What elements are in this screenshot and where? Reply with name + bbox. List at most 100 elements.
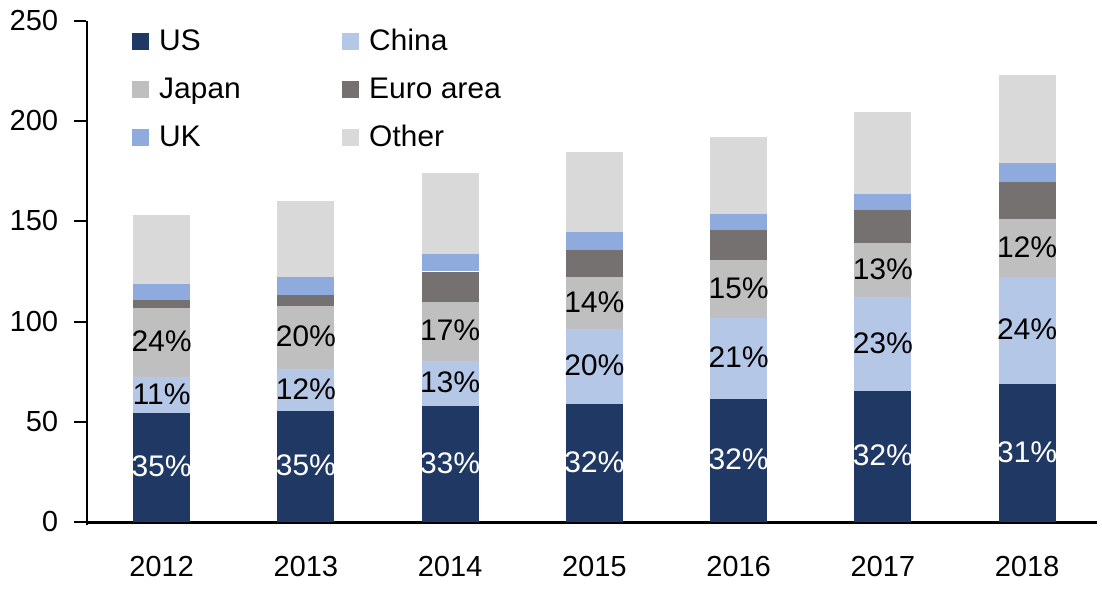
legend-swatch-icon: [132, 80, 149, 98]
bar-segment-label: 21%: [708, 341, 769, 375]
bar-segment-us: [421, 405, 479, 522]
x-axis-category-label: 2013: [273, 551, 338, 583]
bar-segment-other: [565, 152, 623, 233]
bar-segment-china: [565, 328, 623, 404]
y-axis-tick-label: 250: [9, 5, 58, 37]
x-axis-category-label: 2015: [561, 551, 627, 583]
bar-segment-label: 17%: [419, 314, 481, 348]
bar-segment-china: [710, 317, 767, 399]
bar-segment-label: 32%: [564, 445, 625, 479]
legend-label: UK: [159, 120, 201, 153]
bar-segment-label: 35%: [131, 450, 192, 484]
x-axis-category-label: 2014: [417, 551, 483, 583]
bar-segment-japan: [710, 260, 767, 318]
bar-segment-euro-area: [854, 210, 912, 244]
y-axis-tick: [74, 220, 86, 223]
legend-item-china: China: [342, 25, 447, 57]
bar-segment-uk: [565, 232, 623, 251]
bar-segment-label: 12%: [996, 230, 1058, 264]
x-axis-baseline: [86, 521, 1097, 524]
y-axis-tick: [74, 120, 86, 123]
bar-segment-japan: [998, 219, 1056, 277]
bar-segment-japan: [854, 243, 912, 297]
legend-swatch-icon: [342, 32, 359, 50]
legend-item-other: Other: [342, 121, 444, 153]
legend-label: Other: [369, 120, 445, 153]
bar-segment-japan: [421, 301, 479, 361]
legend-swatch-icon: [342, 128, 359, 146]
legend-swatch-icon: [132, 128, 149, 146]
bar-segment-euro-area: [277, 294, 335, 306]
bar-segment-uk: [854, 194, 912, 211]
bar-segment-us: [277, 410, 335, 522]
bar-segment-uk: [133, 283, 190, 300]
bar-segment-label: 31%: [996, 435, 1058, 469]
y-axis-tick: [74, 320, 86, 323]
bar-segment-china: [133, 376, 190, 413]
legend-item-uk: UK: [132, 121, 201, 153]
bar-segment-other: [277, 201, 335, 277]
bar-segment-label: 14%: [564, 285, 625, 319]
bar-segment-china: [421, 360, 479, 406]
bar-segment-japan: [133, 307, 190, 377]
x-axis-category-label: 2018: [994, 551, 1060, 583]
legend-item-japan: Japan: [132, 73, 241, 105]
legend-label: China: [369, 24, 448, 57]
bar-segment-china: [277, 368, 335, 411]
y-axis-tick: [74, 20, 86, 22]
y-axis-tick-label: 100: [9, 305, 58, 338]
bar-segment-uk: [421, 254, 479, 272]
y-axis-tick: [74, 420, 86, 423]
y-axis-tick: [74, 521, 86, 523]
bar-segment-other: [998, 75, 1056, 164]
legend-label: US: [159, 24, 201, 57]
bar-segment-label: 20%: [564, 349, 625, 383]
legend-item-euro-area: Euro area: [342, 73, 501, 105]
bar-segment-us: [133, 412, 190, 522]
bar-segment-other: [710, 137, 767, 215]
bar-segment-label: 12%: [275, 372, 336, 406]
x-axis-category-label: 2012: [129, 551, 194, 583]
y-axis-tick-label: 0: [41, 506, 58, 538]
bar-segment-other: [854, 112, 912, 195]
bar-segment-label: 32%: [708, 443, 769, 477]
bar-segment-euro-area: [133, 299, 190, 308]
legend-label: Euro area: [369, 72, 501, 105]
bar-segment-euro-area: [421, 271, 479, 302]
bar-segment-label: 32%: [852, 439, 913, 473]
bar-segment-euro-area: [998, 182, 1056, 220]
bar-segment-label: 11%: [132, 377, 191, 411]
bar-segment-euro-area: [565, 250, 623, 277]
bar-segment-us: [854, 390, 912, 522]
bar-segment-japan: [565, 276, 623, 329]
bar-segment-uk: [710, 214, 767, 231]
bar-segment-us: [565, 403, 623, 522]
bar-segment-label: 13%: [419, 366, 481, 400]
y-axis-tick-label: 50: [25, 405, 58, 438]
bar-segment-label: 24%: [131, 325, 192, 359]
bar-segment-label: 15%: [708, 272, 769, 306]
bar-segment-label: 33%: [419, 446, 481, 480]
y-axis-tick-label: 200: [9, 105, 58, 138]
bar-segment-japan: [277, 305, 335, 369]
bar-segment-label: 35%: [275, 449, 336, 483]
bar-segment-us: [710, 398, 767, 522]
bar-segment-us: [998, 383, 1056, 522]
y-axis-tick-label: 150: [9, 205, 58, 238]
y-axis-line: [86, 21, 88, 525]
bar-segment-label: 23%: [852, 326, 913, 360]
x-axis-category-label: 2016: [706, 551, 771, 583]
legend-label: Japan: [159, 72, 241, 105]
bar-segment-uk: [277, 276, 335, 295]
bar-segment-label: 13%: [852, 252, 913, 286]
bar-segment-uk: [998, 163, 1056, 183]
bar-segment-china: [998, 276, 1056, 384]
bar-segment-label: 24%: [996, 313, 1058, 347]
x-axis-category-label: 2017: [850, 551, 915, 583]
bar-segment-china: [854, 296, 912, 391]
legend-swatch-icon: [132, 32, 149, 50]
bar-segment-label: 20%: [275, 320, 336, 354]
bar-segment-other: [133, 215, 190, 284]
bar-segment-euro-area: [710, 230, 767, 261]
